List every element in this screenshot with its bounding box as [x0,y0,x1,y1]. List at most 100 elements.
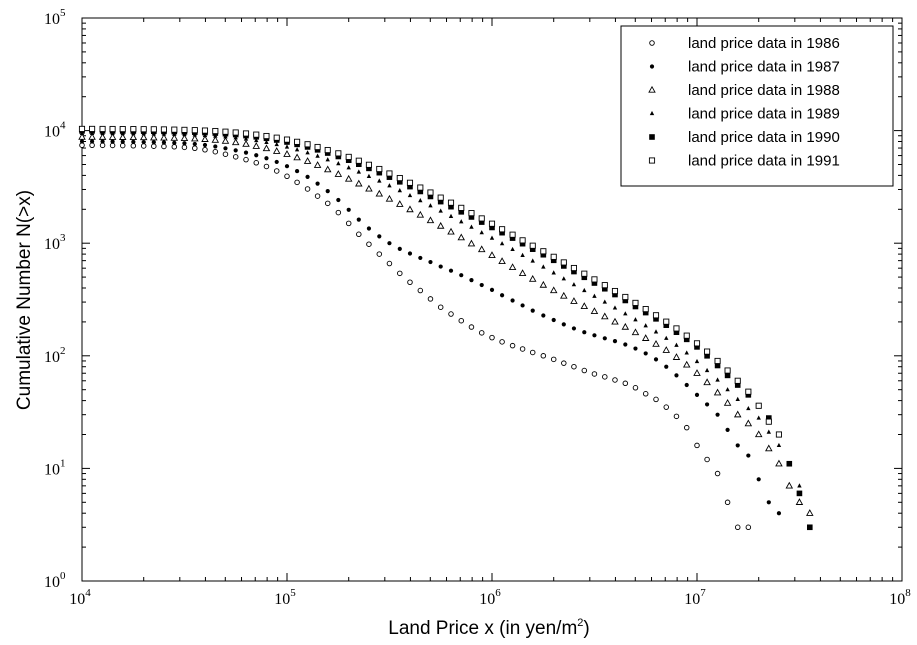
data-point [386,174,393,180]
legend-entry: land price data in 1990 [649,129,840,146]
data-point [324,200,331,207]
data-point [334,170,343,177]
data-point [108,133,117,140]
data-point [550,257,557,264]
data-point [766,415,772,421]
data-point [612,339,618,344]
data-point [776,511,782,516]
y-axis-title: Cumulative Number N(>x) [14,190,35,410]
data-point [377,178,382,183]
data-point [561,360,567,366]
y-tick-label: 105 [44,7,66,28]
data-point [448,268,454,273]
data-point [551,317,556,323]
data-point [139,133,148,141]
data-point [499,339,505,345]
series-layer [78,125,814,531]
data-point [623,342,628,347]
data-point [211,135,220,143]
data-point [776,442,782,448]
data-point [356,217,361,222]
data-point [664,364,669,369]
data-point [386,170,393,177]
data-point [662,346,671,353]
data-point [355,179,363,187]
data-point [119,142,126,149]
series-5 [78,125,782,438]
data-point [213,144,218,149]
data-point [581,270,588,277]
data-point [540,251,547,258]
data-point [335,150,342,157]
data-point [469,278,474,283]
data-point [632,299,639,306]
data-point [674,342,679,347]
data-point [304,141,311,148]
data-point [633,346,638,351]
data-point [479,230,484,235]
data-point [344,174,353,182]
legend-label: land price data in 1991 [688,153,840,170]
data-point [376,251,383,257]
data-point [118,133,127,140]
data-point [724,499,731,506]
data-point [140,143,147,149]
data-point [438,208,443,213]
data-point [161,143,167,150]
data-point [356,169,362,174]
data-point [694,358,700,364]
data-point [765,418,772,425]
data-point [345,153,352,160]
series-3 [79,130,802,488]
data-point [477,245,486,253]
data-point [468,214,475,220]
data-point [407,183,413,190]
legend-marker [648,157,656,164]
data-point [694,344,700,350]
data-point [221,136,230,144]
data-point [612,377,618,383]
data-point [498,257,506,264]
data-point [745,524,752,531]
data-point [652,339,660,347]
data-point [294,138,301,145]
data-point [631,328,640,336]
data-point [725,387,730,392]
data-point [550,356,557,363]
data-point [684,382,689,388]
y-tick-label: 103 [44,232,66,253]
data-point [591,276,598,283]
data-point [284,164,290,169]
data-point [397,270,403,277]
data-point [683,424,690,431]
data-point [541,313,546,318]
data-point [457,233,466,241]
data-point [387,183,392,188]
data-point [580,302,589,309]
data-point [622,380,629,387]
data-point [674,373,679,378]
data-point [766,429,772,434]
data-point [130,126,137,133]
data-point [766,500,771,505]
data-point [151,143,157,149]
legend-entry: land price data in 1989 [649,106,840,123]
data-point [641,334,650,341]
data-point [734,524,741,531]
data-point [499,293,505,298]
data-point [489,224,495,231]
data-point [129,133,138,141]
data-point [355,157,362,164]
data-point [529,349,536,356]
data-point [243,136,249,141]
data-point [202,142,208,148]
data-point [582,287,587,293]
data-point [652,312,660,319]
data-point [426,216,435,224]
data-point [775,459,783,467]
data-point [79,139,85,144]
data-point [396,200,404,207]
data-point [427,296,434,302]
data-point [417,188,424,195]
data-point [171,144,178,150]
